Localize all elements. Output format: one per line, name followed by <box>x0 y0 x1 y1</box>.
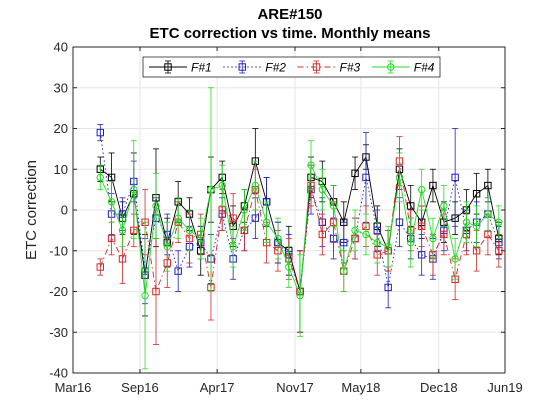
x-tick-label: May18 <box>341 380 380 395</box>
data-point <box>329 202 338 210</box>
legend-entry-F2: F#2 <box>223 61 286 75</box>
data-point <box>417 222 426 231</box>
data-point <box>96 173 104 182</box>
data-point <box>462 218 471 226</box>
data-point <box>384 283 392 292</box>
y-tick-label: 40 <box>54 40 68 55</box>
legend-label: F#2 <box>265 61 286 75</box>
y-tick-label: 0 <box>61 203 68 218</box>
data-point <box>251 181 260 190</box>
data-point <box>472 222 481 231</box>
data-point <box>229 214 237 222</box>
legend-marker <box>238 63 246 71</box>
legend-marker <box>387 63 395 71</box>
legend-entry-F4: F#4 <box>371 61 435 75</box>
data-point <box>174 267 182 275</box>
data-point <box>285 263 293 271</box>
data-point <box>251 214 260 222</box>
data-point <box>207 185 215 194</box>
legend: F#1 F#2 F#3 F#4 <box>142 56 441 78</box>
y-axis-label: ETC correction <box>23 160 40 260</box>
data-point <box>484 181 492 190</box>
data-point <box>218 206 226 214</box>
data-point <box>472 190 481 198</box>
data-point <box>185 226 194 235</box>
y-tick-label: -10 <box>49 243 68 258</box>
data-point <box>351 226 359 235</box>
data-point <box>451 255 459 263</box>
data-point <box>174 214 182 222</box>
data-point <box>318 185 327 194</box>
data-point <box>96 263 104 271</box>
data-point <box>484 210 492 218</box>
data-point <box>141 291 149 300</box>
x-tick-label: Dec18 <box>420 380 458 395</box>
data-point <box>163 242 171 251</box>
data-point <box>229 242 237 251</box>
data-point <box>407 238 415 247</box>
data-point <box>429 181 437 190</box>
data-point <box>362 173 370 182</box>
data-point <box>118 255 127 263</box>
data-point <box>407 202 415 210</box>
chart-subtitle: ETC correction vs time. Monthly means <box>150 25 431 42</box>
plot-area: -40 -30 -20 -10 0 10 20 30 40 Mar16 Sep16 Apr17 Nov1… <box>49 40 523 396</box>
data-point <box>395 173 404 182</box>
y-tick-label: 10 <box>54 162 68 177</box>
data-point <box>451 173 459 182</box>
data-point <box>484 230 492 239</box>
data-point <box>240 206 249 214</box>
data-point <box>384 242 392 251</box>
legend-box <box>142 56 441 78</box>
x-tick-label: Jun19 <box>487 380 522 395</box>
data-point <box>107 173 116 182</box>
legend-entry-F1: F#1 <box>149 61 212 75</box>
y-tick-label: 20 <box>54 121 68 136</box>
data-point <box>351 169 359 178</box>
chart-title: ARE#150 <box>257 6 322 23</box>
data-point <box>417 251 426 259</box>
data-point <box>118 226 127 235</box>
data-point <box>274 234 282 243</box>
y-tick-label: -40 <box>49 366 68 381</box>
data-point <box>218 181 226 190</box>
data-point <box>262 218 271 226</box>
data-point <box>373 238 381 247</box>
data-point <box>318 230 327 239</box>
legend-marker <box>164 63 172 71</box>
legend-label: F#4 <box>414 61 435 75</box>
x-tick-label: Nov17 <box>276 380 314 395</box>
legend-entry-F3: F#3 <box>297 61 361 75</box>
data-point <box>307 161 315 169</box>
y-tick-label: 30 <box>54 80 68 95</box>
data-point <box>130 185 138 194</box>
data-point <box>417 185 426 194</box>
legend-marker <box>312 63 321 71</box>
data-point <box>296 291 304 300</box>
data-point <box>395 218 404 226</box>
y-tick-label: -20 <box>49 284 68 299</box>
data-point <box>440 230 448 239</box>
data-point <box>440 202 448 210</box>
series-F4 <box>96 87 503 370</box>
data-point <box>340 238 348 247</box>
y-tick-label: -30 <box>49 325 68 340</box>
data-point <box>107 198 116 206</box>
data-point <box>96 128 104 137</box>
x-tick-label: Mar16 <box>55 380 92 395</box>
data-point <box>107 234 116 243</box>
legend-label: F#1 <box>191 61 212 75</box>
data-point <box>340 267 348 275</box>
x-tick-label: Sep16 <box>121 380 159 395</box>
data-point <box>429 234 437 243</box>
x-tick-label: Apr17 <box>200 380 235 395</box>
data-point <box>152 287 160 296</box>
data-point <box>152 202 160 210</box>
data-point <box>197 234 205 243</box>
data-point <box>472 247 481 255</box>
legend-label: F#3 <box>340 61 361 75</box>
data-point <box>495 218 503 226</box>
data-point <box>362 230 370 239</box>
